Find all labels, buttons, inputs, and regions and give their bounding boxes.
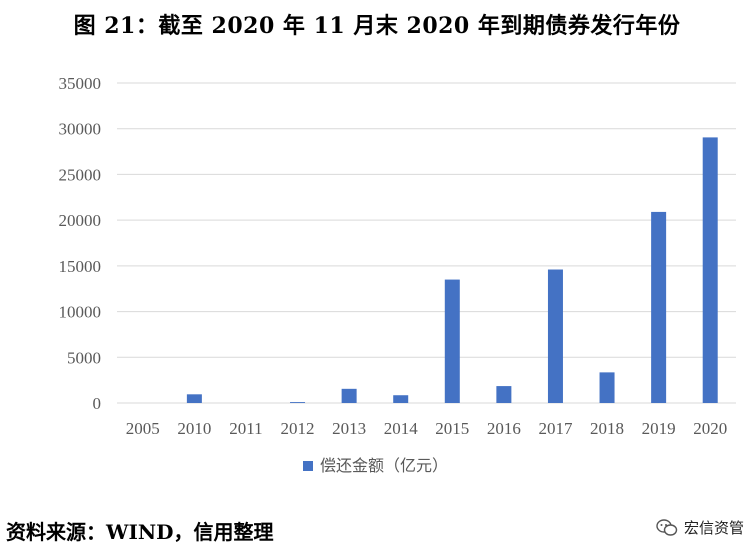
x-tick-label: 2014: [384, 419, 419, 438]
y-tick-label: 10000: [59, 303, 102, 322]
x-tick-label: 2018: [590, 419, 624, 438]
y-tick-label: 30000: [59, 120, 102, 139]
bar-2013: [341, 388, 357, 403]
bar-2018: [599, 372, 615, 403]
y-tick-label: 20000: [59, 211, 102, 230]
y-tick-label: 35000: [59, 74, 102, 93]
source-note: 资料来源：WIND，信用整理: [6, 520, 274, 544]
bar-2017: [547, 269, 563, 403]
wechat-icon: [656, 518, 678, 536]
x-tick-label: 2020: [693, 419, 727, 438]
bar-2015: [444, 279, 460, 403]
bar-2014: [393, 395, 409, 403]
bar-2019: [651, 211, 667, 403]
bar-2010: [186, 394, 202, 403]
watermark-label: 宏信资管: [683, 519, 744, 537]
legend-swatch: [303, 461, 313, 471]
bar-2016: [496, 386, 512, 403]
y-tick-label: 25000: [59, 165, 102, 184]
legend: 偿还金额（亿元）: [303, 456, 448, 475]
bars: [186, 137, 718, 403]
x-tick-label: 2010: [177, 419, 211, 438]
y-axis-ticks: 0 5000 10000 15000 20000 25000 30000 35000: [59, 74, 102, 413]
x-tick-label: 2005: [126, 419, 160, 438]
chart-title: 图 21：截至 2020 年 11 月末 2020 年到期债券发行年份: [73, 13, 681, 39]
y-tick-label: 5000: [67, 348, 101, 367]
x-tick-label: 2017: [538, 419, 573, 438]
x-tick-label: 2011: [229, 419, 262, 438]
bar-2020: [702, 137, 718, 403]
legend-label: 偿还金额（亿元）: [320, 456, 448, 475]
x-tick-label: 2013: [332, 419, 366, 438]
grid-lines: [117, 82, 736, 404]
x-tick-label: 2019: [642, 419, 676, 438]
watermark: 宏信资管: [656, 517, 744, 538]
x-tick-label: 2012: [281, 419, 315, 438]
y-tick-label: 0: [93, 394, 102, 413]
x-tick-label: 2016: [487, 419, 521, 438]
y-tick-label: 15000: [59, 257, 102, 276]
x-axis-ticks: 2005 2010 2011 2012 2013 2014 2015 2016 2017 2018…: [126, 419, 727, 438]
bar-2012: [290, 402, 306, 403]
x-tick-label: 2015: [435, 419, 469, 438]
